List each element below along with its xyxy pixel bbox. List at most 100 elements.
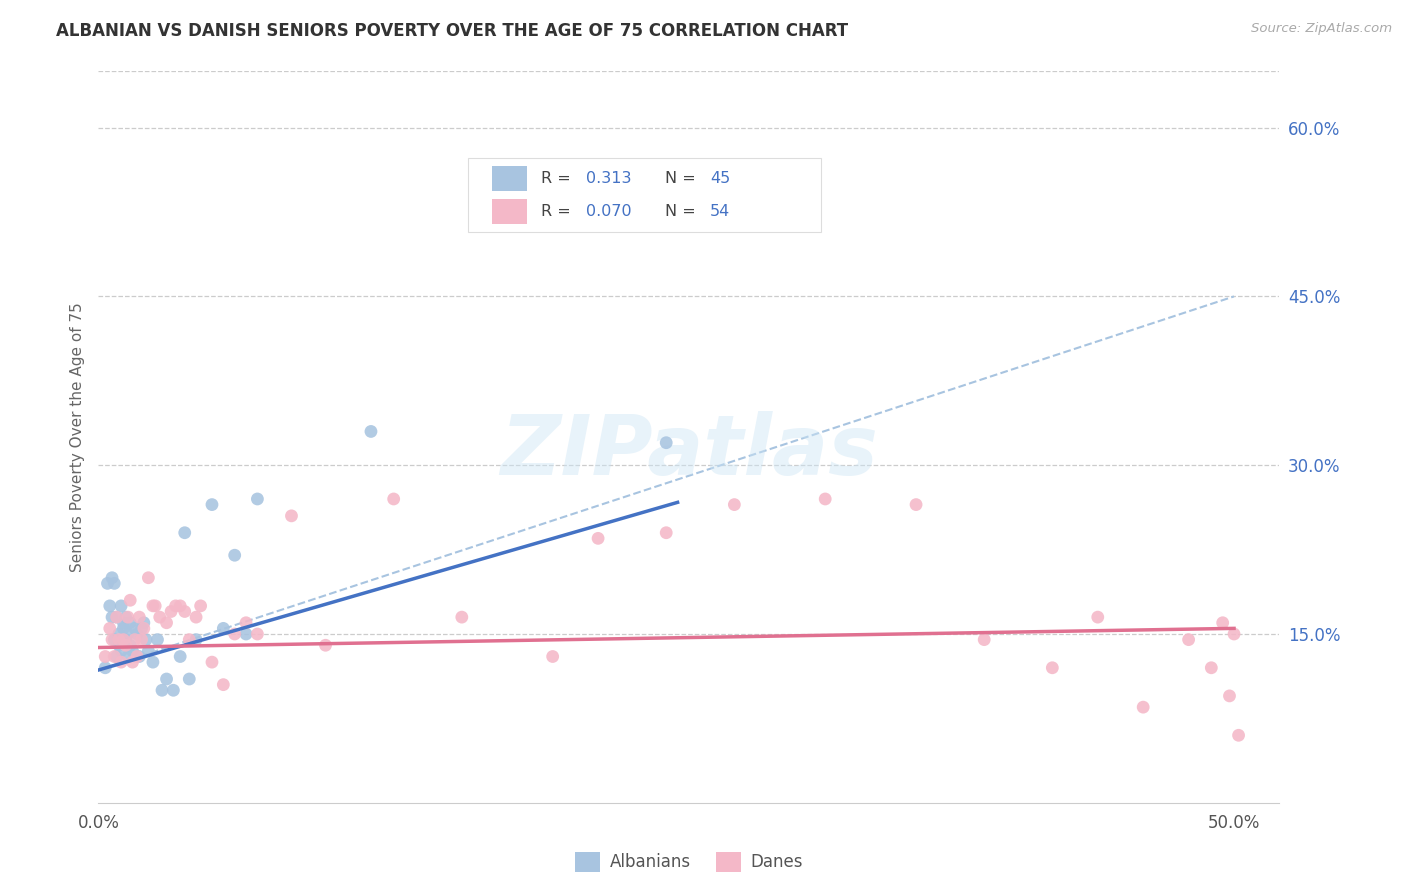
- Point: [382, 491, 405, 506]
- Point: [120, 615, 142, 630]
- Point: [117, 649, 139, 664]
- Point: [114, 638, 136, 652]
- Text: ALBANIAN VS DANISH SENIORS POVERTY OVER THE AGE OF 75 CORRELATION CHART: ALBANIAN VS DANISH SENIORS POVERTY OVER …: [56, 22, 848, 40]
- Point: [224, 548, 246, 562]
- Text: R =: R =: [541, 171, 576, 186]
- Point: [128, 610, 150, 624]
- Point: [103, 649, 125, 664]
- Point: [162, 683, 184, 698]
- Point: [146, 632, 169, 647]
- Point: [235, 627, 257, 641]
- Point: [1087, 610, 1109, 624]
- FancyBboxPatch shape: [468, 158, 821, 232]
- Point: [105, 610, 128, 624]
- Point: [179, 672, 201, 686]
- Point: [128, 649, 150, 664]
- Point: [101, 632, 124, 647]
- Point: [132, 621, 155, 635]
- Point: [131, 621, 153, 635]
- Point: [212, 678, 235, 692]
- Point: [108, 638, 131, 652]
- Point: [814, 491, 837, 506]
- Point: [112, 621, 135, 635]
- Point: [586, 532, 609, 546]
- Point: [143, 599, 166, 613]
- Text: N =: N =: [665, 171, 702, 186]
- Point: [124, 632, 146, 647]
- Point: [201, 498, 224, 512]
- Point: [138, 571, 160, 585]
- Point: [112, 615, 135, 630]
- Point: [905, 498, 928, 512]
- Text: R =: R =: [541, 204, 576, 219]
- Point: [108, 627, 131, 641]
- Point: [108, 632, 131, 647]
- Text: Source: ZipAtlas.com: Source: ZipAtlas.com: [1251, 22, 1392, 36]
- Point: [723, 498, 745, 512]
- Point: [184, 610, 207, 624]
- Point: [1201, 661, 1223, 675]
- Text: 0.313: 0.313: [586, 171, 631, 186]
- Point: [235, 615, 257, 630]
- Point: [1223, 627, 1246, 641]
- Point: [173, 525, 195, 540]
- Point: [450, 610, 472, 624]
- Point: [96, 576, 118, 591]
- Point: [120, 638, 142, 652]
- Y-axis label: Seniors Poverty Over the Age of 75: Seniors Poverty Over the Age of 75: [69, 302, 84, 572]
- Point: [121, 655, 143, 669]
- Point: [1132, 700, 1154, 714]
- Point: [655, 525, 678, 540]
- Point: [541, 649, 564, 664]
- Point: [246, 491, 269, 506]
- Point: [98, 621, 121, 635]
- Point: [179, 632, 201, 647]
- Point: [360, 425, 382, 439]
- Point: [184, 632, 207, 647]
- Point: [1227, 728, 1250, 742]
- Point: [973, 632, 995, 647]
- Point: [117, 627, 139, 641]
- Point: [201, 655, 224, 669]
- Point: [117, 610, 139, 624]
- Point: [132, 615, 155, 630]
- Point: [1212, 615, 1234, 630]
- Point: [124, 621, 146, 635]
- Point: [110, 644, 132, 658]
- FancyBboxPatch shape: [492, 166, 527, 191]
- Point: [101, 571, 124, 585]
- Point: [169, 649, 191, 664]
- Point: [131, 632, 153, 647]
- Point: [280, 508, 302, 523]
- Point: [315, 638, 337, 652]
- Point: [114, 610, 136, 624]
- Point: [142, 655, 165, 669]
- Point: [101, 610, 124, 624]
- Point: [105, 610, 128, 624]
- Point: [165, 599, 187, 613]
- Point: [94, 661, 117, 675]
- Point: [150, 683, 173, 698]
- Point: [1218, 689, 1240, 703]
- Point: [112, 632, 135, 647]
- Point: [125, 627, 148, 641]
- Point: [120, 593, 142, 607]
- Point: [155, 615, 177, 630]
- Point: [125, 649, 148, 664]
- Text: 45: 45: [710, 171, 731, 186]
- Point: [142, 599, 165, 613]
- Point: [103, 576, 125, 591]
- Point: [135, 632, 157, 647]
- Text: 54: 54: [710, 204, 731, 219]
- Text: ZIPatlas: ZIPatlas: [501, 411, 877, 492]
- Text: N =: N =: [665, 204, 702, 219]
- Legend: Albanians, Danes: Albanians, Danes: [568, 845, 810, 879]
- Point: [110, 655, 132, 669]
- Point: [655, 435, 678, 450]
- Point: [155, 672, 177, 686]
- Point: [224, 627, 246, 641]
- Point: [110, 599, 132, 613]
- Point: [105, 649, 128, 664]
- Point: [169, 599, 191, 613]
- Point: [173, 605, 195, 619]
